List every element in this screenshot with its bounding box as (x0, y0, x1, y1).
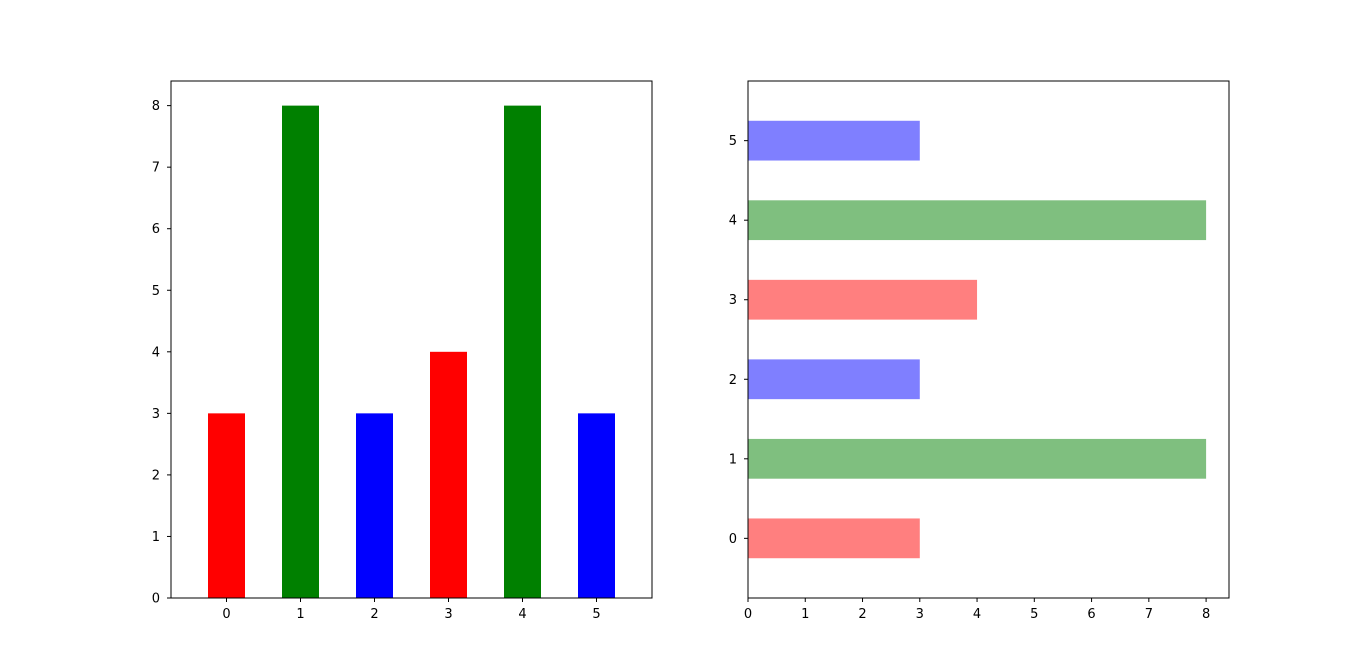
bar-1 (748, 438, 1207, 479)
horizontal-bar-chart: 0 1 2 3 4 5 6 7 8 0 1 2 3 4 5 (729, 80, 1230, 622)
x-tick-label: 4 (518, 607, 526, 622)
x-tick-label: 0 (222, 607, 230, 622)
x-tick-label: 5 (592, 607, 600, 622)
x-tick-label: 8 (1202, 607, 1210, 622)
x-tick-label: 3 (916, 607, 924, 622)
bar-5 (578, 413, 615, 598)
y-tick-label: 2 (729, 373, 737, 388)
x-tick-label: 0 (744, 607, 752, 622)
y-tick-label: 0 (729, 532, 737, 547)
x-tick-label: 6 (1087, 607, 1095, 622)
y-tick-label: 1 (152, 530, 160, 545)
y-tick-label: 8 (152, 99, 160, 114)
bar-2 (748, 359, 920, 400)
x-tick-label: 5 (1030, 607, 1038, 622)
x-tick-label: 7 (1145, 607, 1153, 622)
y-tick-label: 7 (152, 161, 160, 176)
x-tick-label: 3 (444, 607, 452, 622)
vertical-bar-chart: 0 1 2 3 4 5 0 1 2 3 4 5 6 7 8 (152, 80, 653, 622)
y-tick-label: 5 (729, 134, 737, 149)
y-tick-label: 0 (152, 592, 160, 607)
bar-4 (748, 200, 1207, 241)
bar-0 (748, 518, 920, 559)
axes-frame (747, 80, 1230, 599)
y-tick-label: 4 (729, 214, 737, 229)
bar-3 (430, 351, 467, 598)
x-tick-label: 2 (858, 607, 866, 622)
y-tick-label: 6 (152, 222, 160, 237)
x-tick-label: 2 (370, 607, 378, 622)
x-tick-label: 4 (973, 607, 981, 622)
x-tick-label: 1 (296, 607, 304, 622)
bar-0 (208, 413, 245, 598)
bar-2 (356, 413, 393, 598)
bar-5 (748, 120, 920, 161)
y-tick-label: 3 (152, 407, 160, 422)
y-tick-label: 4 (152, 345, 160, 360)
y-tick-label: 5 (152, 284, 160, 299)
axes-frame (170, 80, 653, 599)
bar-3 (748, 279, 978, 320)
bar-1 (282, 105, 319, 598)
bar-4 (504, 105, 541, 598)
y-tick-label: 1 (729, 452, 737, 467)
y-tick-label: 2 (152, 468, 160, 483)
y-tick-label: 3 (729, 293, 737, 308)
x-tick-label: 1 (801, 607, 809, 622)
